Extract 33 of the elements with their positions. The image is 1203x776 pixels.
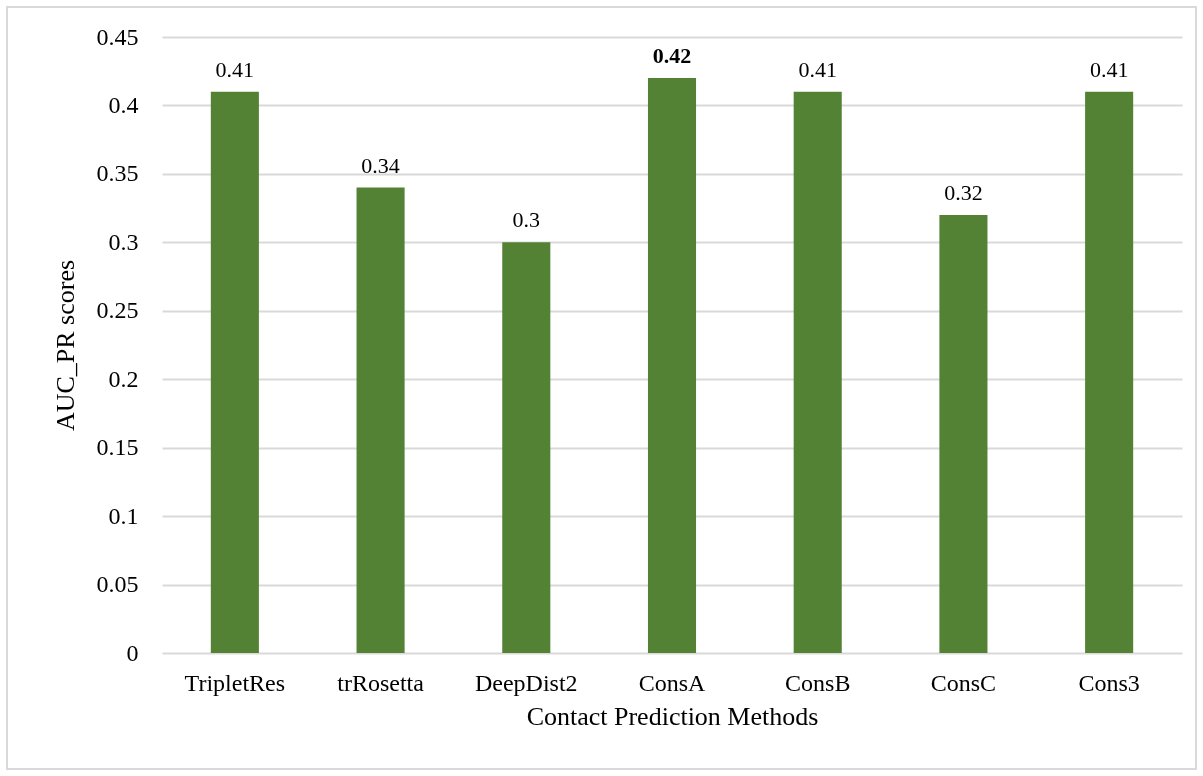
y-tick-label: 0.3 bbox=[108, 228, 139, 255]
x-tick-label: ConsB bbox=[785, 669, 851, 696]
y-tick-label: 0.45 bbox=[96, 23, 139, 50]
y-tick-label: 0.4 bbox=[108, 91, 139, 118]
data-label: 0.34 bbox=[361, 152, 400, 178]
bar bbox=[647, 78, 697, 653]
data-label: 0.41 bbox=[215, 56, 255, 82]
x-tick-label: TripletRes bbox=[184, 669, 286, 696]
x-tick-label: ConsA bbox=[638, 669, 706, 696]
data-label: 0.32 bbox=[944, 179, 983, 205]
y-tick-label: 0.25 bbox=[96, 297, 139, 324]
y-tick-label: 0.15 bbox=[96, 434, 139, 461]
data-label: 0.3 bbox=[512, 207, 541, 233]
x-tick-label: Cons3 bbox=[1078, 669, 1140, 696]
y-tick-label: 0.2 bbox=[108, 365, 139, 392]
y-axis-title: AUC_PR scores bbox=[50, 259, 80, 432]
bar bbox=[939, 214, 988, 653]
y-tick-label: 0.05 bbox=[96, 571, 139, 598]
data-label: 0.41 bbox=[798, 56, 837, 82]
x-axis-title: Contact Prediction Methods bbox=[526, 701, 819, 731]
bar bbox=[502, 242, 551, 653]
x-tick-label: DeepDist2 bbox=[474, 669, 578, 696]
y-tick-label: 0.35 bbox=[96, 160, 139, 187]
x-tick-label: trRosetta bbox=[337, 669, 425, 696]
x-tick-label: ConsC bbox=[930, 669, 997, 696]
data-label: 0.41 bbox=[1089, 56, 1129, 82]
bar bbox=[210, 91, 259, 653]
y-tick-label: 0 bbox=[126, 639, 139, 666]
y-tick-label: 0.1 bbox=[108, 502, 139, 529]
bar bbox=[356, 187, 405, 653]
bar bbox=[1085, 91, 1134, 653]
data-label: 0.42 bbox=[652, 43, 692, 69]
bar bbox=[793, 91, 842, 653]
